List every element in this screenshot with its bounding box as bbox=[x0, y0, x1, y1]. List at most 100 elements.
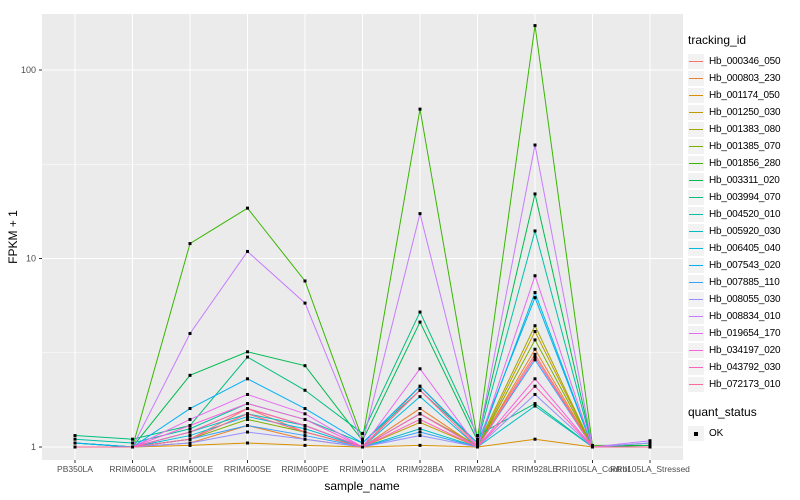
legend-label: Hb_001383_080 bbox=[709, 124, 781, 135]
data-point bbox=[418, 417, 422, 421]
x-tick-label: RRIM928LE bbox=[512, 464, 559, 474]
data-point bbox=[188, 441, 192, 445]
data-point bbox=[131, 441, 134, 445]
data-point bbox=[361, 437, 364, 441]
x-tick-label: RRIM901LA bbox=[339, 464, 386, 474]
y-axis-title: FPKM + 1 bbox=[6, 210, 20, 264]
data-point bbox=[533, 347, 537, 351]
legend-key bbox=[688, 88, 704, 103]
data-point bbox=[246, 350, 249, 354]
data-point bbox=[246, 415, 249, 419]
data-point bbox=[648, 439, 652, 443]
legend-key bbox=[688, 173, 704, 188]
legend-key bbox=[688, 326, 704, 341]
data-point bbox=[533, 24, 537, 28]
data-point bbox=[533, 358, 537, 362]
data-point bbox=[303, 437, 307, 441]
data-point bbox=[303, 279, 307, 283]
data-point bbox=[533, 402, 537, 406]
data-point bbox=[476, 439, 479, 443]
legend-line-swatch bbox=[689, 350, 703, 351]
legend-line-swatch bbox=[689, 265, 703, 266]
data-point bbox=[188, 332, 192, 336]
legend-key bbox=[688, 207, 704, 222]
legend-line-swatch bbox=[689, 231, 703, 232]
legend-item: Hb_004520_010 bbox=[688, 206, 800, 223]
data-point bbox=[418, 384, 422, 388]
data-point bbox=[418, 412, 422, 416]
legend-line-swatch bbox=[689, 367, 703, 368]
legend-item: Hb_001383_080 bbox=[688, 121, 800, 138]
legend-item: Hb_072173_010 bbox=[688, 376, 800, 393]
data-point bbox=[533, 404, 537, 408]
legend-item: Hb_001250_030 bbox=[688, 104, 800, 121]
legend-label: Hb_001385_070 bbox=[709, 141, 781, 152]
data-point bbox=[303, 301, 307, 305]
legend-label: Hb_007885_110 bbox=[709, 277, 780, 288]
legend-key bbox=[688, 139, 704, 154]
x-tick-label: RRII105LA_Control bbox=[556, 464, 630, 474]
data-point bbox=[188, 417, 192, 421]
data-point bbox=[418, 212, 422, 216]
legend-item: Hb_008834_010 bbox=[688, 308, 800, 325]
data-point bbox=[188, 242, 192, 246]
legend-label: Hb_004520_010 bbox=[709, 209, 781, 220]
data-point bbox=[648, 445, 652, 449]
data-point bbox=[418, 430, 422, 434]
data-point bbox=[418, 107, 422, 111]
data-point bbox=[246, 355, 249, 359]
legend-title-quant-status: quant_status bbox=[688, 405, 757, 419]
data-point bbox=[648, 443, 652, 447]
data-point bbox=[188, 427, 192, 431]
legend-key bbox=[688, 224, 704, 239]
data-point bbox=[418, 427, 422, 431]
legend-label: OK bbox=[709, 428, 724, 439]
legend-key bbox=[688, 292, 704, 307]
data-point bbox=[303, 430, 307, 434]
legend-key bbox=[688, 105, 704, 120]
legend-label: Hb_007543_020 bbox=[709, 260, 781, 271]
legend-label: Hb_001250_030 bbox=[709, 107, 781, 118]
data-point bbox=[188, 424, 192, 428]
data-point bbox=[246, 412, 249, 416]
legend-line-swatch bbox=[689, 180, 703, 181]
legend-key bbox=[688, 258, 704, 273]
data-point bbox=[303, 364, 307, 368]
legend-key bbox=[688, 309, 704, 324]
data-point bbox=[418, 310, 422, 314]
data-point bbox=[188, 434, 192, 438]
y-tick-label: 1 bbox=[31, 442, 36, 452]
legend-line-swatch bbox=[689, 299, 703, 300]
data-point bbox=[533, 324, 537, 328]
data-point bbox=[418, 367, 422, 371]
data-point bbox=[303, 424, 307, 428]
legend-line-swatch bbox=[689, 78, 703, 79]
data-point bbox=[303, 443, 307, 447]
legend-item: Hb_008055_030 bbox=[688, 291, 800, 308]
data-point bbox=[303, 388, 307, 392]
data-point bbox=[533, 296, 537, 300]
legend-key bbox=[688, 377, 704, 392]
legend-item-list: Hb_000346_050 Hb_000803_230 Hb_001174_050 H… bbox=[688, 53, 800, 393]
data-point bbox=[131, 437, 134, 441]
legend-key bbox=[688, 426, 704, 441]
data-point bbox=[533, 384, 537, 388]
legend-label: Hb_001856_280 bbox=[709, 158, 781, 169]
x-tick-label: RRIM600LE bbox=[167, 464, 214, 474]
legend-key bbox=[688, 343, 704, 358]
legend-item: Hb_019654_170 bbox=[688, 325, 800, 342]
legend-line-swatch bbox=[689, 282, 703, 283]
legend-label: Hb_043792_030 bbox=[709, 362, 781, 373]
data-point bbox=[418, 320, 422, 324]
legend-line-swatch bbox=[689, 112, 703, 113]
legend-line-swatch bbox=[689, 197, 703, 198]
data-point bbox=[303, 434, 307, 438]
x-tick-label: RRIM600PE bbox=[281, 464, 329, 474]
data-point bbox=[246, 206, 249, 210]
data-point bbox=[303, 417, 307, 421]
data-point bbox=[533, 377, 537, 381]
data-point bbox=[188, 373, 192, 377]
data-point bbox=[533, 355, 537, 359]
data-point bbox=[591, 443, 594, 447]
